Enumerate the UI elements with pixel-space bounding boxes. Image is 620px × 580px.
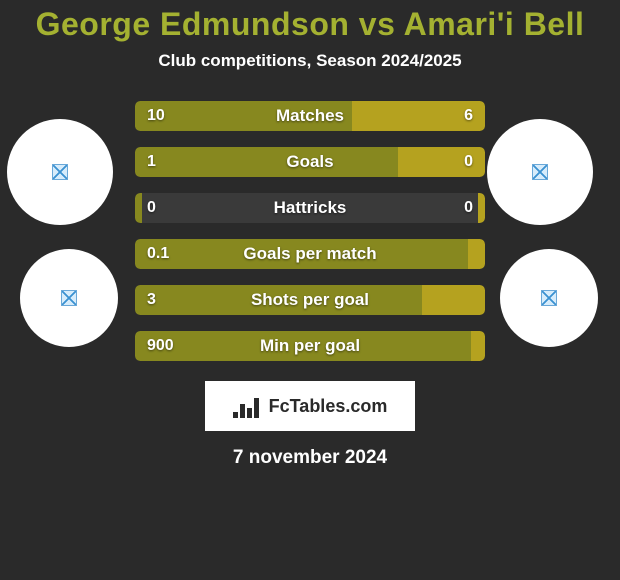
image-placeholder-icon: [61, 290, 77, 306]
image-placeholder-icon: [532, 164, 548, 180]
date-text: 7 november 2024: [0, 447, 620, 469]
stat-row: Matches10 6: [135, 101, 485, 131]
stat-label: Shots per goal: [135, 285, 485, 315]
stat-row: Goals1 0: [135, 147, 485, 177]
stat-row: Min per goal900: [135, 331, 485, 361]
player-right-avatar-club: [487, 119, 593, 225]
stat-bars: Matches106Goals10Hattricks00Goals per ma…: [135, 101, 485, 377]
stat-label: Matches: [135, 101, 485, 131]
stat-label: Goals: [135, 147, 485, 177]
stat-row: Hattricks0 0: [135, 193, 485, 223]
image-placeholder-icon: [52, 164, 68, 180]
brand-bars-icon: [233, 394, 263, 418]
brand-text: FcTables.com: [269, 396, 388, 417]
stat-value-left: 0: [147, 193, 156, 223]
stat-row: Goals per match0.1: [135, 239, 485, 269]
subtitle: Club competitions, Season 2024/2025: [0, 51, 620, 71]
image-placeholder-icon: [541, 290, 557, 306]
stat-label: Min per goal: [135, 331, 485, 361]
stat-value-left: 900: [147, 331, 174, 361]
stat-value-left: 10: [147, 101, 165, 131]
stat-value-left: 3: [147, 285, 156, 315]
stat-value-right: 0: [464, 193, 473, 223]
comparison-panel: Matches106Goals10Hattricks00Goals per ma…: [0, 101, 620, 371]
player-right-avatar-player: [500, 249, 598, 347]
player-left-avatar-club: [7, 119, 113, 225]
player-left-avatar-player: [20, 249, 118, 347]
stat-label: Goals per match: [135, 239, 485, 269]
page-title: George Edmundson vs Amari'i Bell: [0, 0, 620, 43]
brand-badge: FcTables.com: [205, 381, 415, 431]
stat-value-right: 0: [464, 147, 473, 177]
stat-value-left: 0.1: [147, 239, 169, 269]
stat-value-right: 6: [464, 101, 473, 131]
stat-value-left: 1: [147, 147, 156, 177]
stat-row: Shots per goal3: [135, 285, 485, 315]
stat-label: Hattricks: [135, 193, 485, 223]
